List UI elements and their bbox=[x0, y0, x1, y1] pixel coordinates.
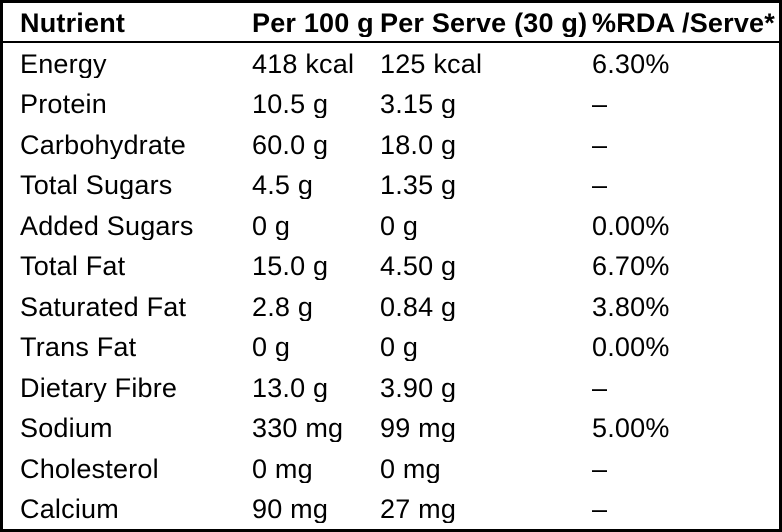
rda-per-serve-value-cell: – bbox=[592, 494, 608, 524]
column-header-per-serve: Per Serve (30 g) bbox=[380, 7, 588, 37]
table-row: Added Sugars 0 g 0 g 0.00% bbox=[3, 205, 779, 246]
nutrient-name-cell: Cholesterol bbox=[20, 453, 159, 483]
per-100g-value-cell: 10.5 g bbox=[252, 89, 329, 119]
column-header-nutrient: Nutrient bbox=[20, 7, 126, 37]
per-serve-value-cell: 125 kcal bbox=[380, 48, 483, 78]
per-100g-value-cell: 0 g bbox=[252, 332, 291, 362]
table-row: Total Sugars 4.5 g 1.35 g – bbox=[3, 165, 779, 206]
table-body: Energy 418 kcal 125 kcal 6.30% Protein 10.5 g… bbox=[3, 43, 779, 529]
nutrient-name-cell: Added Sugars bbox=[20, 210, 194, 240]
per-serve-value-cell: 4.50 g bbox=[380, 251, 457, 281]
per-serve-value-cell: 0 mg bbox=[380, 453, 441, 483]
table-row: Carbohydrate 60.0 g 18.0 g – bbox=[3, 124, 779, 165]
per-serve-value-cell: 3.15 g bbox=[380, 89, 457, 119]
per-100g-value-cell: 418 kcal bbox=[252, 48, 355, 78]
per-100g-value-cell: 60.0 g bbox=[252, 129, 329, 159]
rda-per-serve-value-cell: 3.80% bbox=[592, 291, 670, 321]
per-serve-value-cell: 0 g bbox=[380, 210, 419, 240]
nutrient-name-cell: Energy bbox=[20, 48, 107, 78]
rda-per-serve-value-cell: 0.00% bbox=[592, 210, 670, 240]
per-100g-value-cell: 90 mg bbox=[252, 494, 329, 524]
column-header-per-100g: Per 100 g bbox=[252, 7, 374, 37]
nutrient-name-cell: Total Sugars bbox=[20, 170, 173, 200]
nutrient-name-cell: Dietary Fibre bbox=[20, 372, 178, 402]
rda-per-serve-value-cell: – bbox=[592, 453, 608, 483]
table-row: Dietary Fibre 13.0 g 3.90 g – bbox=[3, 367, 779, 408]
table-row: Energy 418 kcal 125 kcal 6.30% bbox=[3, 43, 779, 84]
rda-per-serve-value-cell: – bbox=[592, 170, 608, 200]
rda-per-serve-value-cell: – bbox=[592, 89, 608, 119]
rda-per-serve-value-cell: 0.00% bbox=[592, 332, 670, 362]
per-100g-value-cell: 15.0 g bbox=[252, 251, 329, 281]
per-100g-value-cell: 2.8 g bbox=[252, 291, 314, 321]
table-row: Total Fat 15.0 g 4.50 g 6.70% bbox=[3, 246, 779, 287]
nutrient-name-cell: Sodium bbox=[20, 413, 113, 443]
per-100g-value-cell: 4.5 g bbox=[252, 170, 314, 200]
rda-per-serve-value-cell: 6.30% bbox=[592, 48, 670, 78]
nutrient-name-cell: Total Fat bbox=[20, 251, 126, 281]
per-100g-value-cell: 0 mg bbox=[252, 453, 313, 483]
nutrient-name-cell: Protein bbox=[20, 89, 107, 119]
rda-per-serve-value-cell: 6.70% bbox=[592, 251, 670, 281]
table-row: Calcium 90 mg 27 mg – bbox=[3, 489, 779, 530]
table-row: Cholesterol 0 mg 0 mg – bbox=[3, 448, 779, 489]
per-serve-value-cell: 0 g bbox=[380, 332, 419, 362]
table-row: Protein 10.5 g 3.15 g – bbox=[3, 84, 779, 125]
per-100g-value-cell: 13.0 g bbox=[252, 372, 329, 402]
nutrient-name-cell: Carbohydrate bbox=[20, 129, 186, 159]
per-serve-value-cell: 1.35 g bbox=[380, 170, 457, 200]
table-row: Trans Fat 0 g 0 g 0.00% bbox=[3, 327, 779, 368]
table-row: Saturated Fat 2.8 g 0.84 g 3.80% bbox=[3, 286, 779, 327]
rda-per-serve-value-cell: – bbox=[592, 372, 608, 402]
rda-per-serve-value-cell: 5.00% bbox=[592, 413, 670, 443]
table-row: Sodium 330 mg 99 mg 5.00% bbox=[3, 408, 779, 449]
nutrient-name-cell: Saturated Fat bbox=[20, 291, 187, 321]
per-serve-value-cell: 0.84 g bbox=[380, 291, 457, 321]
table-header-row: Nutrient Per 100 g Per Serve (30 g) %RDA… bbox=[3, 3, 779, 43]
column-header-rda-serve: %RDA /Serve* bbox=[592, 7, 775, 37]
per-serve-value-cell: 27 mg bbox=[380, 494, 457, 524]
per-serve-value-cell: 18.0 g bbox=[380, 129, 457, 159]
per-100g-value-cell: 0 g bbox=[252, 210, 291, 240]
nutrient-name-cell: Calcium bbox=[20, 494, 119, 524]
per-serve-value-cell: 3.90 g bbox=[380, 372, 457, 402]
per-serve-value-cell: 99 mg bbox=[380, 413, 457, 443]
nutrient-name-cell: Trans Fat bbox=[20, 332, 137, 362]
per-100g-value-cell: 330 mg bbox=[252, 413, 344, 443]
rda-per-serve-value-cell: – bbox=[592, 129, 608, 159]
